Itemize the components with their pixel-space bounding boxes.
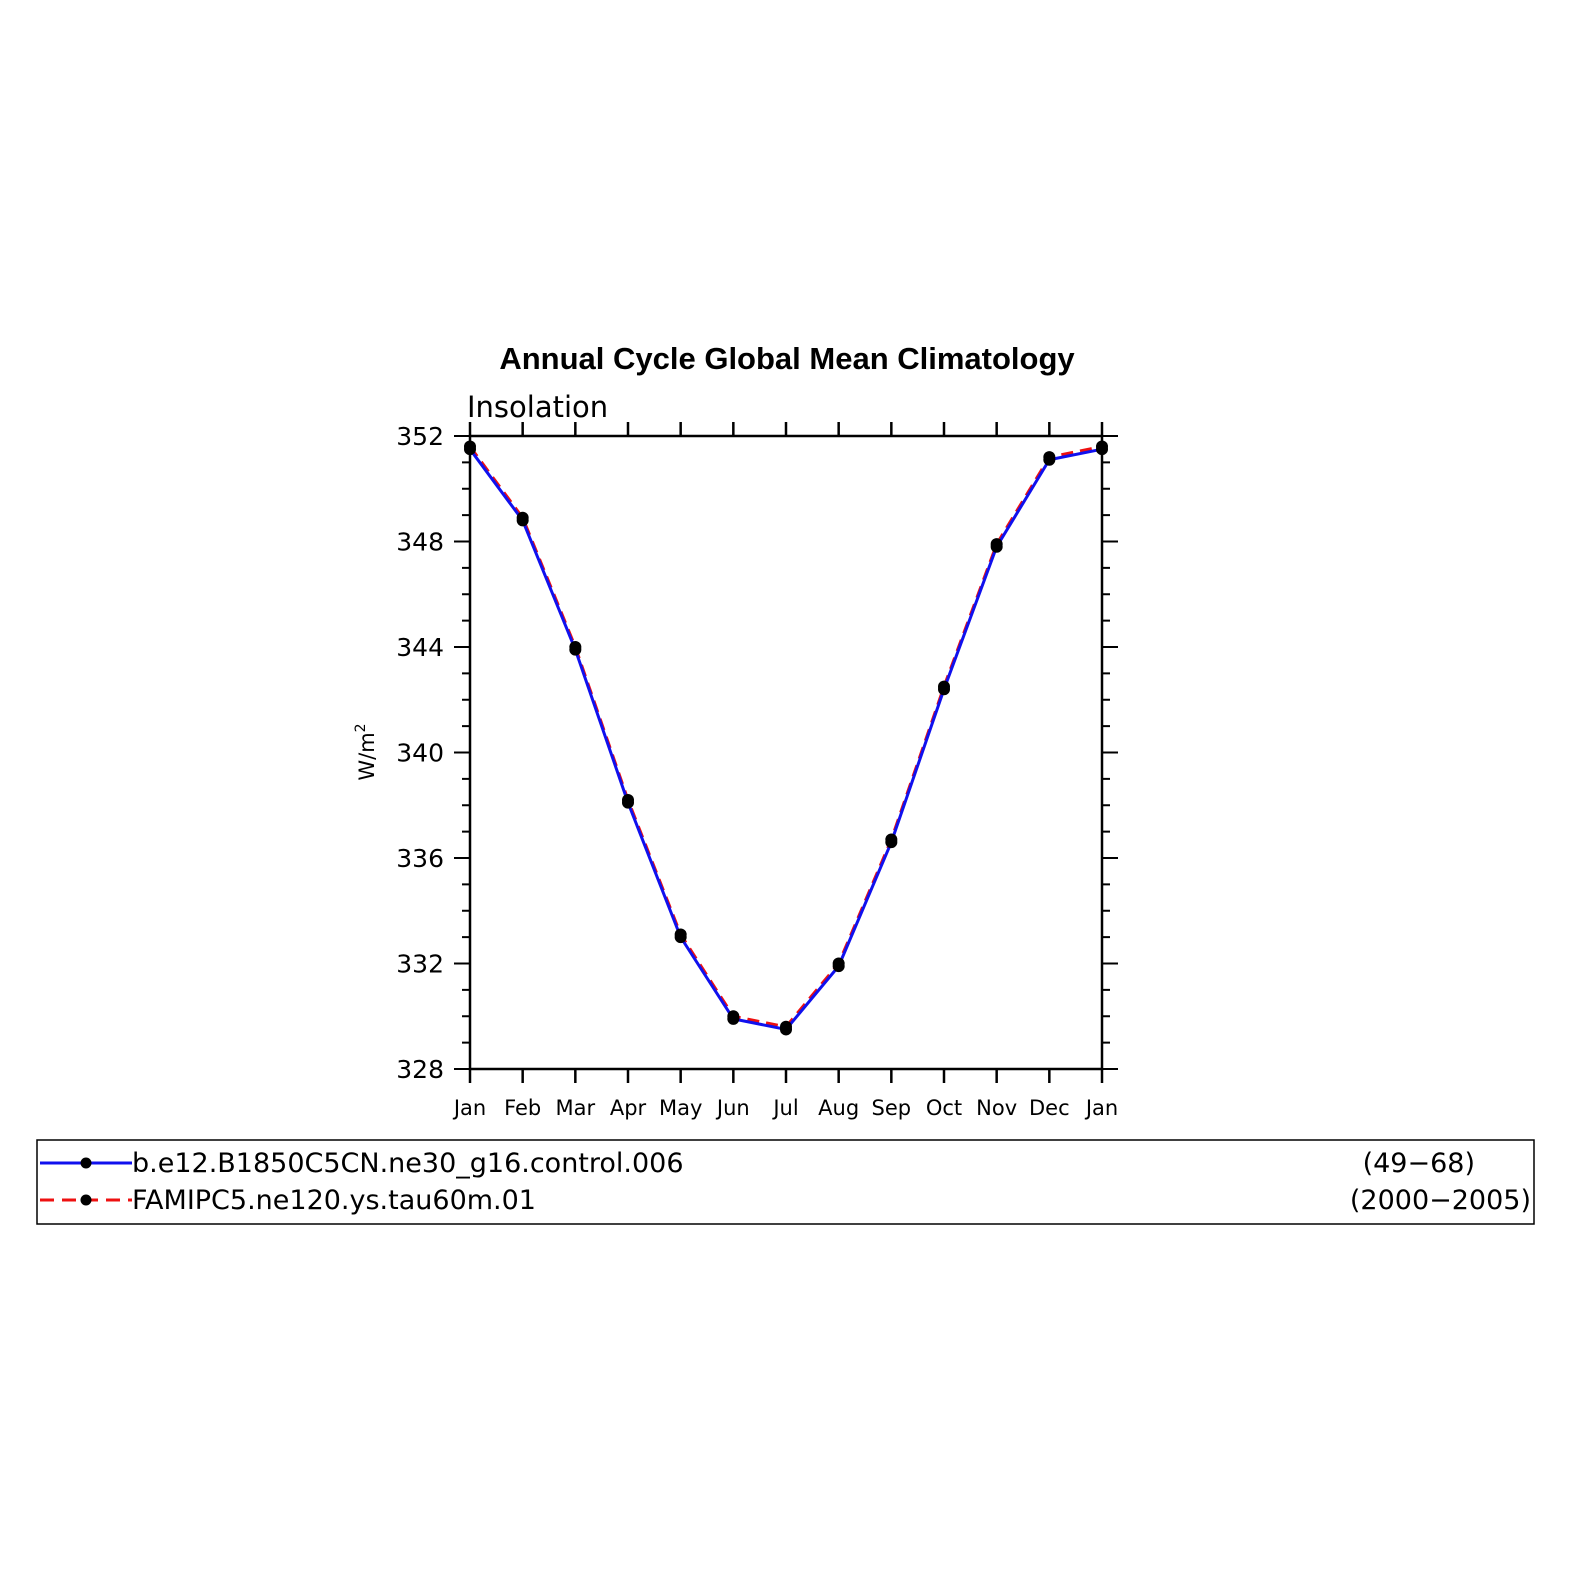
legend-years-1: (49−68) xyxy=(1363,1148,1475,1179)
series-line-1 xyxy=(468,447,1103,1031)
data-point-s2-10 xyxy=(990,538,1003,551)
legend-marker-1 xyxy=(80,1157,92,1169)
y-axis-label: W/m2 xyxy=(353,723,379,780)
x-tick-label: Jan xyxy=(1084,1096,1118,1120)
data-point-s2-9 xyxy=(938,680,950,693)
y-tick-labels: 352 348 344 340 336 332 328 xyxy=(396,422,444,1084)
series-line-2 xyxy=(468,445,1103,1029)
data-point-s2-5 xyxy=(727,1010,740,1023)
data-point-s2-6 xyxy=(780,1020,792,1033)
x-tick-label: Nov xyxy=(976,1096,1017,1120)
y-tick-label: 352 xyxy=(396,422,444,451)
y-tick-label: 344 xyxy=(396,633,444,662)
legend-years-2: (2000−2005) xyxy=(1350,1185,1531,1216)
x-tick-labels: Jan Feb Mar Apr May Jun Jul Aug Sep Oct Nov Dec Jan xyxy=(452,1096,1118,1120)
series-lines xyxy=(468,445,1103,1031)
y-axis-label-base: W/m xyxy=(355,732,379,780)
y-tick-label: 332 xyxy=(396,950,444,979)
y-tick-label: 348 xyxy=(396,528,444,557)
legend-label-1: b.e12.B1850C5CN.ne30_g16.control.006 xyxy=(132,1148,684,1179)
legend-entry-1: b.e12.B1850C5CN.ne30_g16.control.006 (49… xyxy=(40,1148,1475,1179)
data-point-s2-2 xyxy=(569,641,582,653)
x-tick-label: Oct xyxy=(926,1096,962,1120)
x-tick-label: Jun xyxy=(715,1096,750,1120)
x-tick-label: Jul xyxy=(771,1096,798,1120)
axis-ticks xyxy=(454,422,1118,1083)
data-point-s2-3 xyxy=(622,793,634,806)
x-tick-label: Apr xyxy=(610,1096,647,1120)
x-tick-label: Dec xyxy=(1029,1096,1070,1120)
y-tick-label: 328 xyxy=(396,1055,444,1084)
data-point-s2-7 xyxy=(832,957,845,970)
data-point-s2-11 xyxy=(1043,451,1056,464)
chart-title: Annual Cycle Global Mean Climatology xyxy=(499,341,1075,376)
legend-label-2: FAMIPC5.ne120.ys.tau60m.01 xyxy=(132,1185,536,1216)
y-tick-label: 336 xyxy=(396,844,444,873)
x-tick-label: Feb xyxy=(504,1096,541,1120)
chart-subtitle: Insolation xyxy=(467,390,608,424)
data-markers xyxy=(464,440,1108,1036)
data-point-s2-4 xyxy=(674,928,687,941)
legend-box xyxy=(36,1139,1535,1225)
x-tick-label: Jan xyxy=(452,1096,486,1120)
data-point-s2-12 xyxy=(1096,440,1108,453)
x-tick-label: May xyxy=(659,1096,702,1120)
legend-entry-2: FAMIPC5.ne120.ys.tau60m.01 (2000−2005) xyxy=(40,1185,1531,1216)
y-axis-label-superscript: 2 xyxy=(353,723,369,732)
legend-marker-2 xyxy=(80,1194,92,1206)
y-tick-label: 340 xyxy=(396,739,444,768)
data-point-s2-0 xyxy=(464,440,476,453)
data-point-s2-8 xyxy=(885,833,898,846)
x-tick-label: Sep xyxy=(872,1096,912,1120)
x-tick-label: Mar xyxy=(556,1096,596,1120)
data-point-s2-1 xyxy=(516,511,529,524)
x-tick-label: Aug xyxy=(818,1096,859,1120)
